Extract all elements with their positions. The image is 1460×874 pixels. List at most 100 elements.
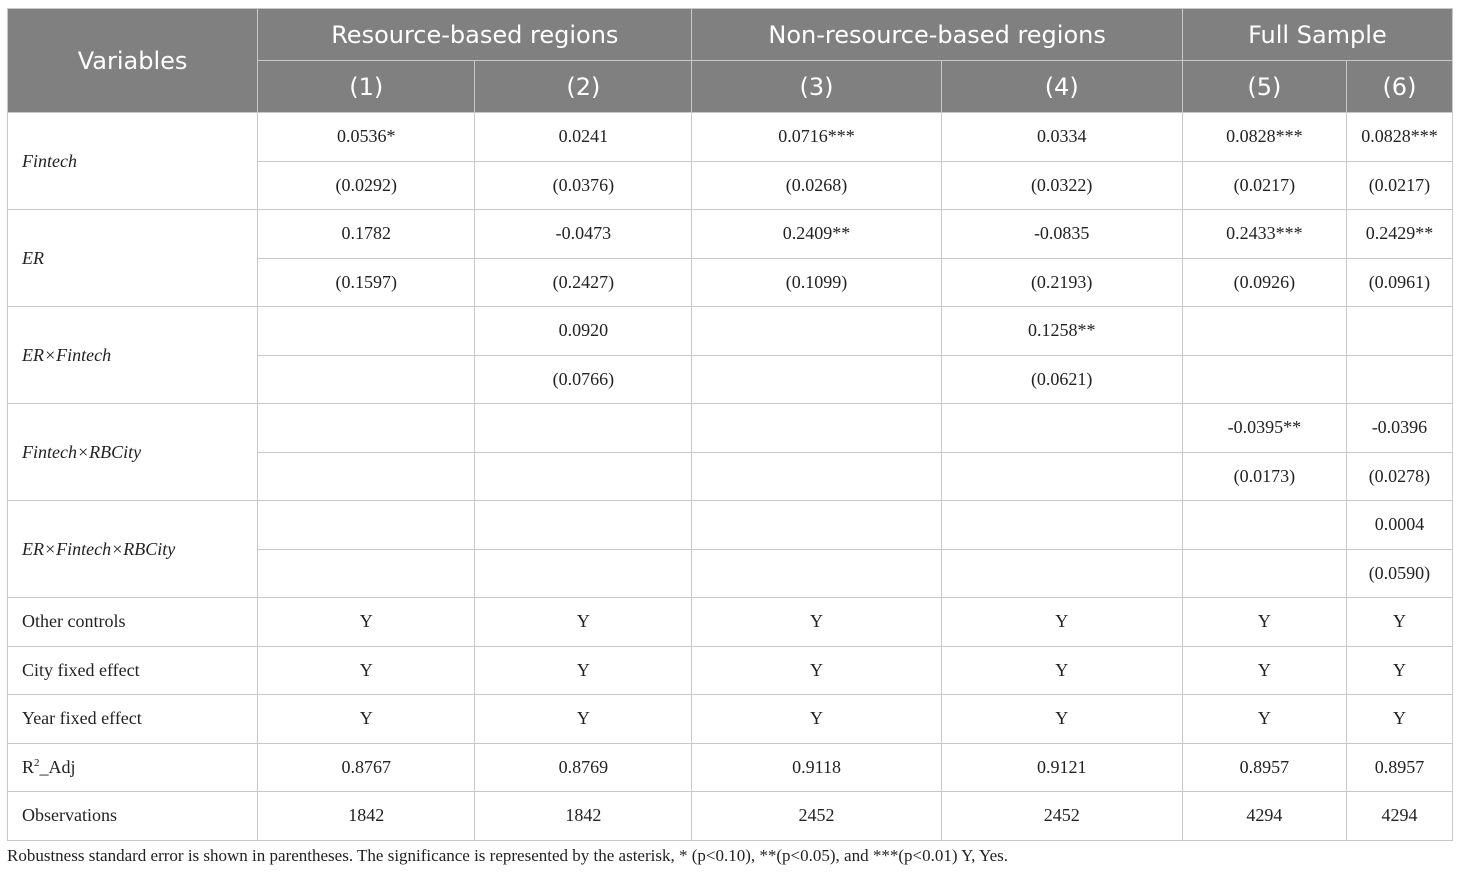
row-label-text: Other controls [22, 611, 126, 632]
coefficient-cell: 0.0920 [474, 306, 693, 356]
std-error-cell [691, 548, 942, 598]
row-label: ER [6, 209, 259, 307]
coefficient-cell [257, 403, 476, 453]
row-label-text: Year fixed effect [22, 708, 142, 729]
row-label: Other controls [6, 597, 259, 647]
stat-cell: Y [1345, 645, 1454, 695]
stat-cell: 0.9121 [940, 742, 1183, 792]
row-label: Observations [6, 791, 259, 841]
stat-cell: Y [691, 645, 942, 695]
coefficient-cell [1181, 306, 1347, 356]
row-label: City fixed effect [6, 645, 259, 695]
stat-cell: Y [474, 645, 693, 695]
coefficient-cell: 0.0716*** [691, 112, 942, 162]
std-error-cell [940, 548, 1183, 598]
stat-cell: 0.8767 [257, 742, 476, 792]
stat-cell: 0.8957 [1181, 742, 1347, 792]
column-header: (4) [940, 60, 1183, 113]
column-header: (1) [257, 60, 476, 113]
std-error-cell: (0.2193) [940, 257, 1183, 307]
coefficient-cell: 0.0828*** [1345, 112, 1454, 162]
regression-table: Variables Resource-based regions Non-res… [6, 8, 1454, 841]
table-row: City fixed effect Y Y Y Y Y Y [6, 645, 1454, 695]
stat-cell: Y [257, 694, 476, 744]
std-error-cell: (0.1597) [257, 257, 476, 307]
column-header: (5) [1181, 60, 1347, 113]
stat-cell: 2452 [940, 791, 1183, 841]
coefficient-cell: 0.1258** [940, 306, 1183, 356]
std-error-cell: (0.0173) [1181, 451, 1347, 501]
group-header-non-resource: Non-resource-based regions [691, 8, 1183, 61]
table-row: Other controls Y Y Y Y Y Y [6, 597, 1454, 647]
table-row: (0.1597) (0.2427) (0.1099) (0.2193) (0.0926)… [8, 257, 1454, 307]
stat-cell: Y [257, 597, 476, 647]
std-error-cell: (0.0376) [474, 160, 693, 210]
std-error-cell [257, 548, 476, 598]
stat-cell: Y [257, 645, 476, 695]
coefficient-cell: 0.1782 [257, 209, 476, 259]
table-header: Variables Resource-based regions Non-res… [6, 8, 1454, 113]
stat-cell: Y [1345, 694, 1454, 744]
table-row: Observations 1842 1842 2452 2452 4294 4294 [6, 791, 1454, 841]
group-header-full-sample: Full Sample [1181, 8, 1454, 61]
table-row: ER 0.1782 -0.0473 0.2409** -0.0835 0.2433*** 0… [6, 209, 1454, 307]
coefficient-cell [474, 500, 693, 550]
row-label: Fintech×RBCity [6, 403, 259, 501]
stat-cell: 2452 [691, 791, 942, 841]
std-error-cell: (0.0766) [474, 354, 693, 404]
stat-cell: Y [691, 597, 942, 647]
std-error-cell: (0.0217) [1345, 160, 1454, 210]
stat-cell: 4294 [1181, 791, 1347, 841]
coefficient-cell: 0.0536* [257, 112, 476, 162]
std-error-cell [1181, 548, 1347, 598]
stat-cell: 1842 [474, 791, 693, 841]
row-label-text: City fixed effect [22, 659, 140, 680]
std-error-cell [691, 354, 942, 404]
stat-cell: Y [1345, 597, 1454, 647]
coefficient-cell [1345, 306, 1454, 356]
stat-cell: 0.8957 [1345, 742, 1454, 792]
coefficient-cell [691, 306, 942, 356]
stat-cell: 4294 [1345, 791, 1454, 841]
coefficient-cell [1181, 500, 1347, 550]
coefficient-cell: -0.0835 [940, 209, 1183, 259]
std-error-cell: (0.0278) [1345, 451, 1454, 501]
std-error-cell: (0.0621) [940, 354, 1183, 404]
row-label-text: Observations [22, 805, 117, 826]
coefficient-cell [940, 500, 1183, 550]
column-header: (2) [474, 60, 693, 113]
row-label: ER×Fintech [6, 306, 259, 404]
stat-cell: Y [940, 645, 1183, 695]
std-error-cell: (0.0268) [691, 160, 942, 210]
coefficient-cell: 0.0241 [474, 112, 693, 162]
std-error-cell: (0.2427) [474, 257, 693, 307]
table-row: ER×Fintech 0.0920 0.1258** [6, 306, 1454, 404]
stat-cell: Y [474, 597, 693, 647]
table-row: (0.0590) [8, 548, 1454, 598]
coefficient-cell [691, 403, 942, 453]
table-row: Fintech×RBCity -0.0395** -0.0396 [6, 403, 1454, 501]
row-label: ER×Fintech×RBCity [6, 500, 259, 598]
row-label: R2_Adj [6, 742, 259, 792]
variables-header: Variables [6, 8, 259, 113]
std-error-cell: (0.0217) [1181, 160, 1347, 210]
table-row: (0.0766) (0.0621) [8, 354, 1454, 404]
stat-cell: Y [940, 597, 1183, 647]
std-error-cell [257, 354, 476, 404]
std-error-cell: (0.1099) [691, 257, 942, 307]
row-label-text: R [22, 756, 35, 777]
row-label-superscript: 2 [34, 756, 40, 769]
row-label: Fintech [6, 112, 259, 210]
std-error-cell [1181, 354, 1347, 404]
std-error-cell: (0.0292) [257, 160, 476, 210]
table-footnote: Robustness standard error is shown in pa… [7, 846, 1009, 865]
coefficient-cell [474, 403, 693, 453]
std-error-cell [474, 548, 693, 598]
std-error-cell: (0.0961) [1345, 257, 1454, 307]
coefficient-cell: 0.2433*** [1181, 209, 1347, 259]
column-header: (6) [1345, 60, 1454, 113]
stat-cell: 0.8769 [474, 742, 693, 792]
table-row: (0.0292) (0.0376) (0.0268) (0.0322) (0.0217)… [8, 160, 1454, 210]
coefficient-cell: -0.0395** [1181, 403, 1347, 453]
stat-cell: Y [1181, 645, 1347, 695]
